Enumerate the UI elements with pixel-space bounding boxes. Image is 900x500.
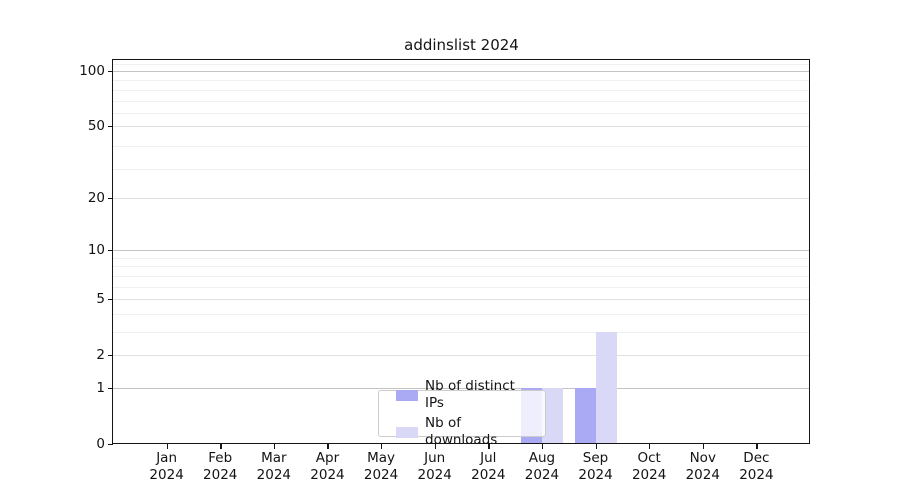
gridline-major-50 [113,126,810,128]
x-tick-mark-dec [756,444,758,449]
x-tick-label-jan: Jan 2024 [149,450,184,483]
x-tick-label-nov: Nov 2024 [685,450,720,483]
y-tick-label-10: 10 [87,242,105,259]
gridline-major-1 [113,387,810,389]
legend-swatch-distinct-ips [396,389,418,401]
legend-item-downloads: Nb of downloads [396,415,536,449]
x-tick-label-aug: Aug 2024 [524,450,560,483]
x-tick-mark-sep [595,444,597,449]
legend-item-distinct-ips: Nb of distinct IPs [396,378,536,412]
x-tick-label-dec: Dec 2024 [739,450,774,483]
x-tick-mark-mar [273,444,276,449]
gridline-minor [113,112,810,114]
x-tick-label-apr: Apr 2024 [310,450,345,483]
x-tick-mark-jan [166,444,168,449]
gridline-minor [113,89,810,91]
gridline-minor [113,100,810,102]
gridline-minor [113,331,810,333]
bar-sep-distinct-ips [574,387,596,444]
gridline-minor [113,313,810,315]
y-tick-mark-10 [108,250,113,252]
gridline-major-2 [113,355,810,357]
gridline-minor [113,257,810,259]
x-tick-label-jul: Jul 2024 [471,450,506,483]
y-tick-label-20: 20 [87,189,105,206]
x-tick-mark-aug [541,444,544,449]
legend: Nb of distinct IPs Nb of downloads [378,378,546,448]
gridline-minor [113,286,810,288]
y-tick-mark-20 [108,197,113,200]
legend-label-distinct-ips: Nb of distinct IPs [425,378,515,411]
x-tick-label-mar: Mar 2024 [256,450,292,483]
gridline-minor [113,266,810,268]
y-tick-label-0: 0 [96,436,105,452]
y-tick-label-50: 50 [87,118,105,135]
y-tick-label-100: 100 [79,62,105,79]
y-tick-mark-2 [108,355,113,357]
gridline-major-5 [113,299,810,301]
gridline-major-20 [113,197,810,199]
x-tick-label-feb: Feb 2024 [203,450,238,483]
y-tick-mark-1 [108,387,113,390]
legend-swatch-downloads [396,426,418,438]
gridline-minor [113,275,810,277]
gridline-minor [113,169,810,171]
x-tick-label-jun: Jun 2024 [417,450,452,483]
x-tick-mark-feb [220,444,222,449]
x-tick-label-sep: Sep 2024 [578,450,613,483]
x-tick-mark-apr [327,444,329,449]
bar-sep-downloads [595,331,617,444]
y-tick-label-5: 5 [96,291,105,308]
gridline-minor [113,63,810,65]
y-tick-label-2: 2 [96,347,105,364]
x-tick-label-may: May 2024 [363,450,399,483]
x-tick-mark-oct [649,444,651,449]
gridline-minor [113,145,810,147]
y-tick-mark-5 [108,299,113,301]
y-tick-mark-100 [108,70,113,73]
bar-aug-downloads [541,387,563,444]
x-tick-label-oct: Oct 2024 [631,450,667,483]
y-tick-mark-0 [108,444,113,446]
gridline-major-10 [113,250,810,252]
legend-label-downloads: Nb of downloads [425,415,498,448]
x-tick-mark-jul [488,444,490,449]
x-tick-mark-jun [434,444,436,449]
x-tick-mark-may [381,444,383,449]
gridline-minor [113,80,810,82]
gridline-major-100 [113,70,810,72]
y-tick-mark-50 [108,126,113,128]
x-tick-mark-nov [702,444,705,449]
chart-title: addinslist 2024 [404,36,519,54]
y-tick-label-1: 1 [96,379,105,396]
